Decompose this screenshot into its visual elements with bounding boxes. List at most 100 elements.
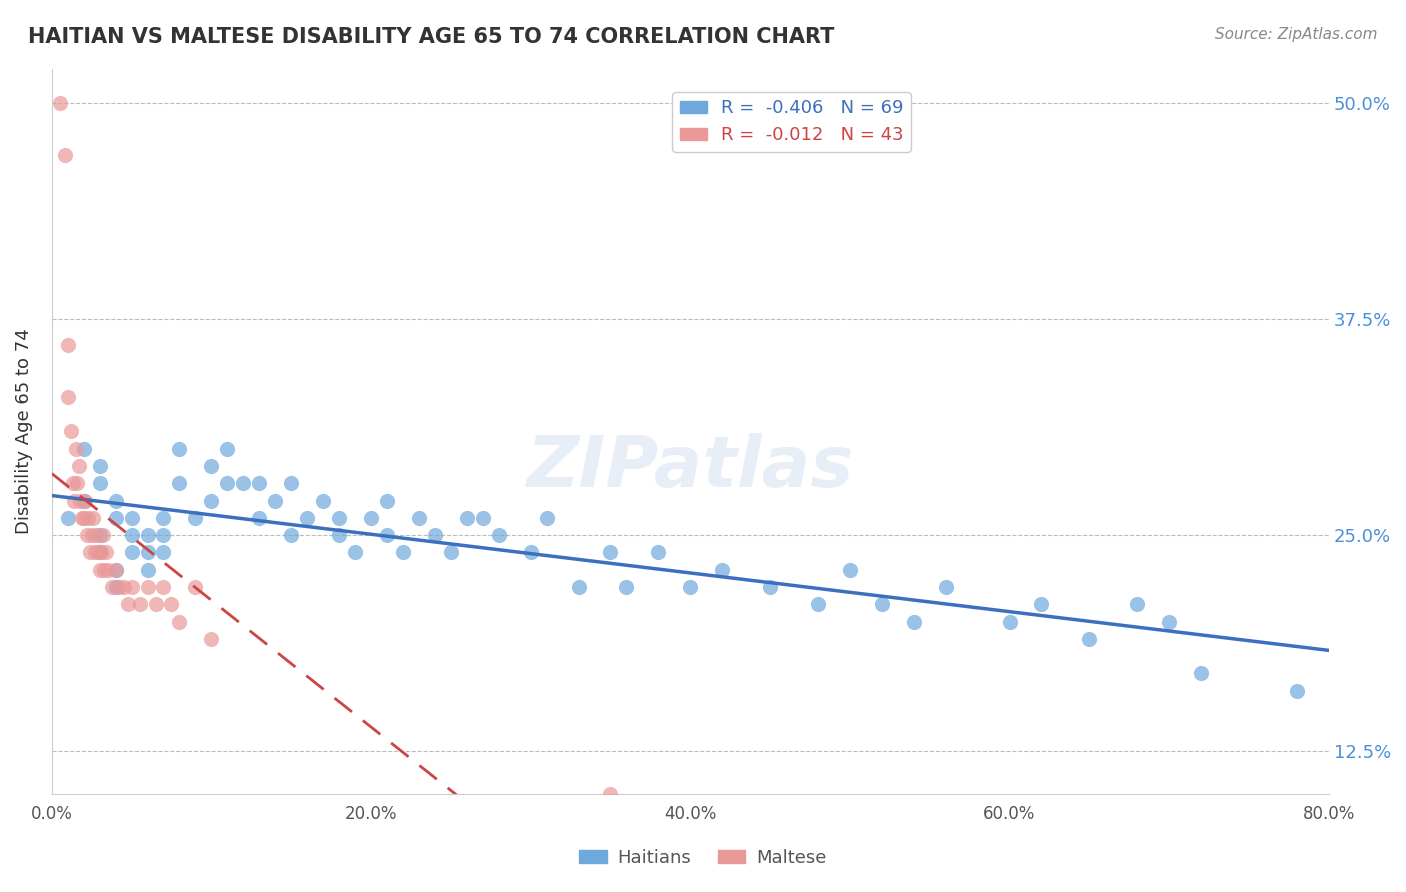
Point: [66, 476, 89, 491]
Point: [184, 511, 207, 525]
Point: [63, 493, 86, 508]
Point: [104, 580, 127, 594]
Point: [838, 563, 860, 577]
Point: [312, 493, 335, 508]
Point: [328, 511, 350, 525]
Point: [169, 476, 191, 491]
Point: [169, 442, 191, 456]
Point: [328, 528, 350, 542]
Point: [121, 545, 143, 559]
Point: [136, 563, 159, 577]
Point: [870, 597, 893, 611]
Text: Source: ZipAtlas.com: Source: ZipAtlas.com: [1215, 27, 1378, 42]
Point: [280, 528, 302, 542]
Point: [89, 476, 111, 491]
Point: [295, 511, 318, 525]
Point: [1285, 683, 1308, 698]
Point: [998, 615, 1021, 629]
Point: [567, 580, 589, 594]
Point: [471, 511, 494, 525]
Point: [536, 511, 558, 525]
Point: [392, 545, 415, 559]
Point: [375, 493, 398, 508]
Point: [935, 580, 957, 594]
Point: [69, 493, 91, 508]
Point: [67, 458, 90, 473]
Point: [200, 458, 222, 473]
Point: [152, 545, 174, 559]
Point: [1078, 632, 1101, 646]
Point: [152, 580, 174, 594]
Point: [247, 476, 270, 491]
Point: [217, 442, 239, 456]
Point: [1189, 666, 1212, 681]
Y-axis label: Disability Age 65 to 74: Disability Age 65 to 74: [15, 328, 32, 534]
Point: [1126, 597, 1149, 611]
Point: [616, 580, 638, 594]
Point: [56, 338, 79, 352]
Point: [200, 493, 222, 508]
Point: [117, 597, 139, 611]
Point: [97, 563, 120, 577]
Point: [169, 615, 191, 629]
Point: [136, 528, 159, 542]
Point: [62, 476, 84, 491]
Point: [87, 545, 110, 559]
Point: [136, 545, 159, 559]
Point: [121, 580, 143, 594]
Point: [344, 545, 367, 559]
Point: [104, 563, 127, 577]
Point: [82, 511, 104, 525]
Point: [101, 580, 124, 594]
Point: [89, 528, 111, 542]
Point: [48, 96, 70, 111]
Point: [360, 511, 382, 525]
Point: [93, 563, 115, 577]
Point: [152, 528, 174, 542]
Point: [1159, 615, 1181, 629]
Point: [807, 597, 830, 611]
Point: [264, 493, 287, 508]
Point: [232, 476, 254, 491]
Point: [91, 528, 114, 542]
Point: [423, 528, 446, 542]
Point: [759, 580, 782, 594]
Point: [90, 545, 112, 559]
Legend: Haitians, Maltese: Haitians, Maltese: [572, 842, 834, 874]
Point: [89, 458, 111, 473]
Point: [679, 580, 702, 594]
Point: [599, 788, 621, 802]
Point: [375, 528, 398, 542]
Point: [76, 528, 98, 542]
Point: [89, 563, 111, 577]
Point: [152, 511, 174, 525]
Point: [456, 511, 478, 525]
Point: [89, 545, 111, 559]
Point: [80, 528, 103, 542]
Point: [56, 390, 79, 404]
Point: [104, 563, 127, 577]
Point: [77, 511, 100, 525]
Point: [247, 511, 270, 525]
Point: [121, 511, 143, 525]
Point: [70, 511, 93, 525]
Point: [86, 528, 108, 542]
Point: [128, 597, 150, 611]
Point: [94, 545, 117, 559]
Point: [75, 493, 97, 508]
Point: [903, 615, 925, 629]
Point: [107, 580, 129, 594]
Point: [59, 425, 82, 439]
Point: [79, 545, 101, 559]
Point: [73, 493, 96, 508]
Point: [184, 580, 207, 594]
Point: [200, 632, 222, 646]
Point: [599, 545, 621, 559]
Point: [217, 476, 239, 491]
Legend: R =  -0.406   N = 69, R =  -0.012   N = 43: R = -0.406 N = 69, R = -0.012 N = 43: [672, 92, 911, 152]
Point: [408, 511, 430, 525]
Point: [488, 528, 510, 542]
Text: HAITIAN VS MALTESE DISABILITY AGE 65 TO 74 CORRELATION CHART: HAITIAN VS MALTESE DISABILITY AGE 65 TO …: [28, 27, 835, 46]
Point: [647, 545, 669, 559]
Point: [121, 528, 143, 542]
